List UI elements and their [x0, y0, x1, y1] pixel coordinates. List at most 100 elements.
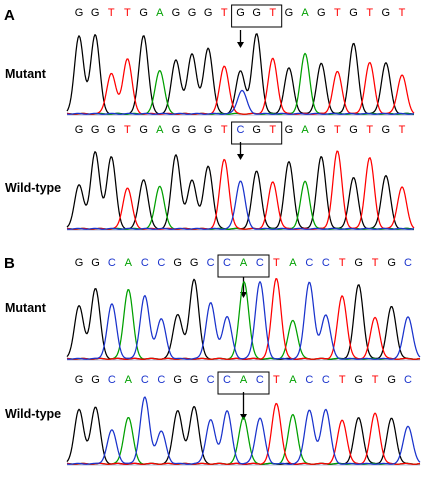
base-call-letter: G: [107, 124, 116, 136]
panel-letter-a: A: [4, 7, 15, 24]
base-call-letter: G: [204, 7, 213, 19]
track-label-a-wildtype: Wild-type: [5, 181, 61, 195]
base-call-letter: A: [289, 374, 297, 386]
base-call-letter: G: [75, 374, 84, 386]
trace-channel-a: [66, 52, 415, 115]
base-call-letter: T: [366, 124, 373, 136]
base-call-letter: T: [124, 7, 131, 19]
trace-channel-t: [66, 57, 415, 115]
base-call-letter: T: [399, 124, 406, 136]
base-call-letter: A: [156, 7, 164, 19]
base-call-letter: A: [289, 257, 297, 269]
base-call-letter: T: [399, 7, 406, 19]
base-call-letter: G: [387, 374, 396, 386]
base-call-letter: G: [236, 7, 245, 19]
trace-channel-t: [66, 150, 415, 230]
base-call-letter: T: [269, 124, 276, 136]
base-call-letter: C: [404, 257, 412, 269]
base-call-letter: G: [139, 124, 148, 136]
base-call-letter: G: [75, 124, 84, 136]
base-call-letter: G: [387, 257, 396, 269]
base-call-letter: G: [91, 7, 100, 19]
base-call-letter: A: [240, 374, 248, 386]
track-label-b-mutant: Mutant: [5, 301, 47, 315]
mutation-arrow-head: [240, 414, 247, 420]
base-call-letter: G: [204, 124, 213, 136]
base-call-letter: T: [334, 7, 341, 19]
base-call-letter: G: [173, 374, 182, 386]
mutation-arrow-head: [237, 154, 244, 160]
base-call-letter: T: [221, 124, 228, 136]
track-label-a-mutant: Mutant: [5, 67, 47, 81]
trace-channel-c: [67, 180, 415, 230]
base-call-letter: C: [223, 257, 231, 269]
base-call-letter: G: [382, 124, 391, 136]
base-call-letter: T: [221, 7, 228, 19]
base-call-letter: C: [305, 374, 313, 386]
panel-letter-b: B: [4, 255, 15, 272]
base-call-letter: G: [349, 124, 358, 136]
base-call-letter: A: [125, 257, 133, 269]
base-call-letter: C: [108, 257, 116, 269]
base-call-letter: T: [372, 374, 379, 386]
base-call-letter: C: [223, 374, 231, 386]
base-call-letter: C: [157, 257, 165, 269]
base-call-letter: G: [190, 257, 199, 269]
base-call-letter: C: [207, 374, 215, 386]
base-call-letter: T: [366, 7, 373, 19]
base-call-letter: A: [301, 124, 309, 136]
base-call-letter: C: [256, 374, 264, 386]
base-call-letter: G: [285, 124, 294, 136]
base-call-letter: G: [91, 257, 100, 269]
codon-box: [231, 121, 283, 145]
base-call-letter: G: [91, 374, 100, 386]
base-call-letter: T: [269, 7, 276, 19]
base-call-letter: T: [108, 7, 115, 19]
base-call-letter: T: [339, 374, 346, 386]
base-call-letter: C: [322, 374, 330, 386]
base-call-letter: G: [252, 7, 261, 19]
base-call-letter: C: [157, 374, 165, 386]
base-call-letter: G: [172, 7, 181, 19]
base-call-letter: T: [339, 257, 346, 269]
base-call-letter: G: [317, 124, 326, 136]
base-call-letter: A: [125, 374, 133, 386]
base-call-letter: T: [334, 124, 341, 136]
track-label-b-wildtype: Wild-type: [5, 407, 61, 421]
base-call-letter: T: [372, 257, 379, 269]
base-call-letter: A: [240, 257, 248, 269]
base-call-letter: G: [139, 7, 148, 19]
base-call-letter: G: [190, 374, 199, 386]
base-call-letter: G: [349, 7, 358, 19]
base-call-letter: T: [273, 374, 280, 386]
base-call-letter: C: [207, 257, 215, 269]
trace-channel-c: [67, 89, 415, 115]
base-call-letter: G: [75, 7, 84, 19]
base-call-letter: T: [124, 124, 131, 136]
base-call-letter: G: [188, 7, 197, 19]
base-call-letter: G: [173, 257, 182, 269]
base-call-letter: T: [273, 257, 280, 269]
base-call-letter: C: [108, 374, 116, 386]
base-call-letter: G: [172, 124, 181, 136]
base-call-letter: G: [317, 7, 326, 19]
base-call-letter: G: [91, 124, 100, 136]
base-call-letter: A: [156, 124, 164, 136]
base-call-letter: G: [252, 124, 261, 136]
codon-box: [231, 4, 283, 28]
chromatogram-tracks: G G T T G A G G G T G G T G A G T G T G TG G G T G A G G G T C G T G A G T G T…: [66, 4, 421, 466]
base-call-letter: C: [256, 257, 264, 269]
base-call-letter: C: [305, 257, 313, 269]
base-call-letter: G: [75, 257, 84, 269]
base-call-letter: C: [404, 374, 412, 386]
base-call-letter: G: [354, 257, 363, 269]
base-call-letter: C: [322, 257, 330, 269]
base-call-letter: G: [188, 124, 197, 136]
mutation-arrow-head: [237, 42, 244, 48]
base-call-letter: C: [237, 124, 245, 136]
